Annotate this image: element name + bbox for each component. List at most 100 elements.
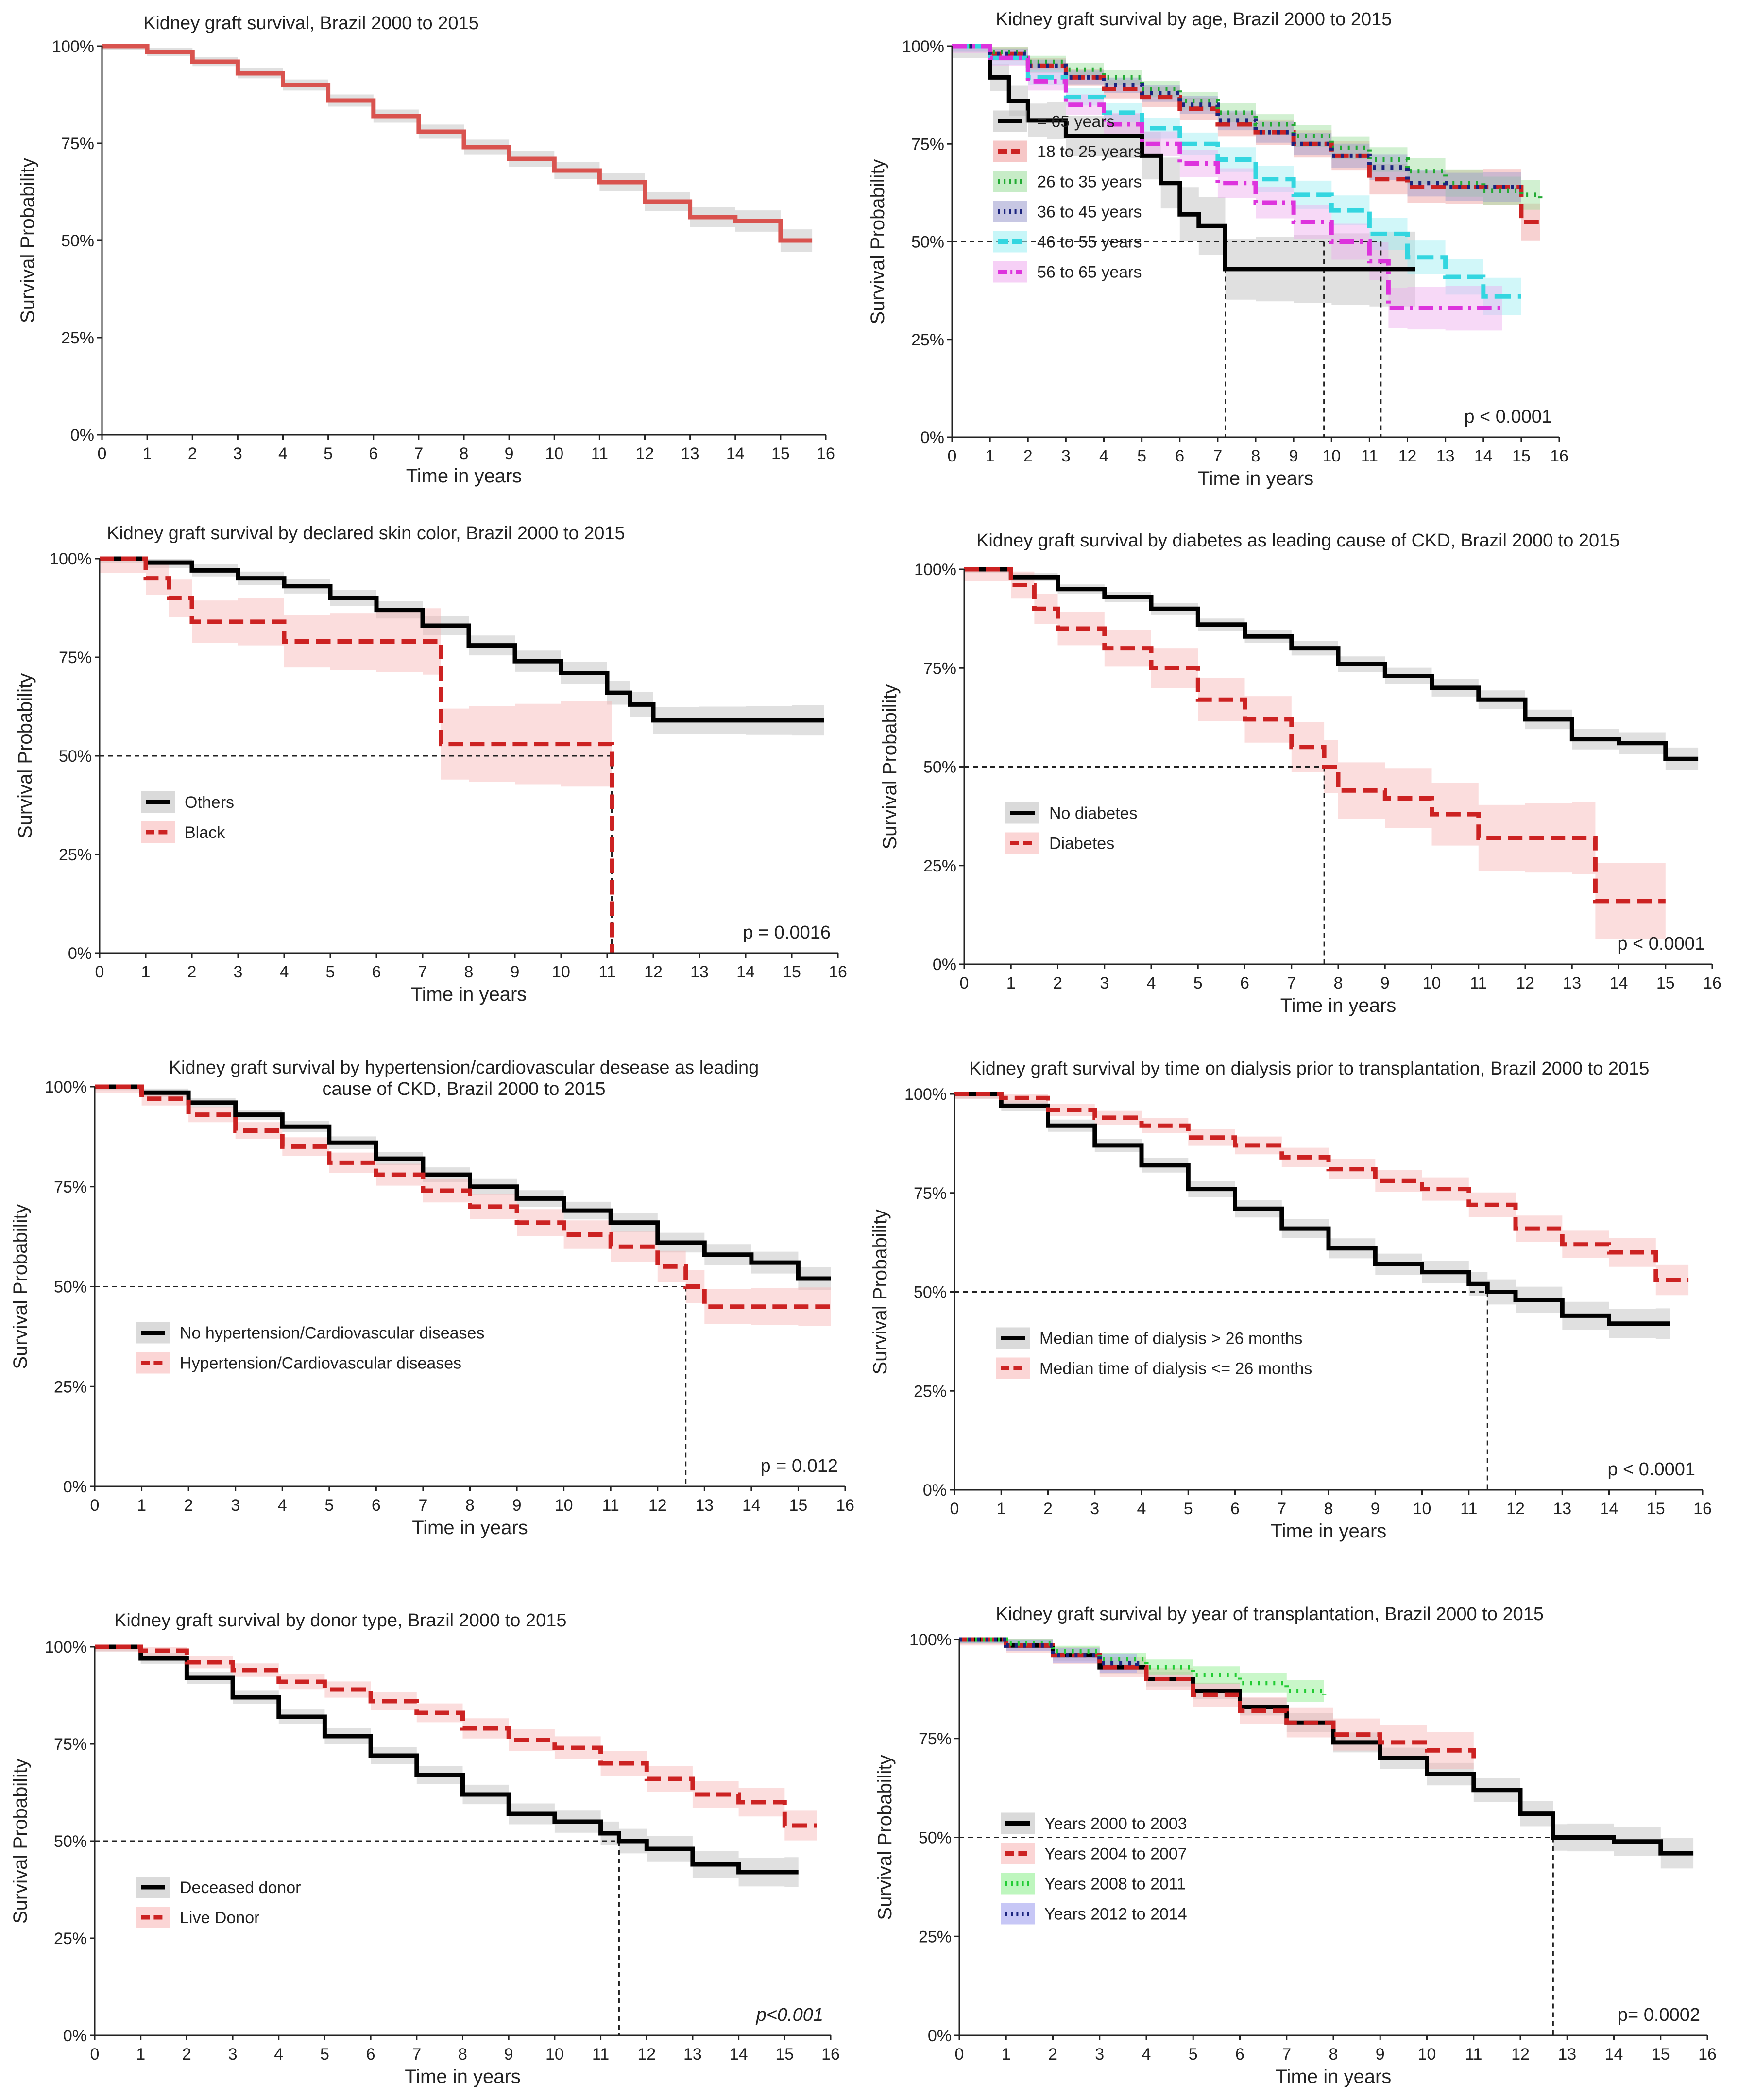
chart-panel-1: Kidney graft survival, Brazil 2000 to 20… bbox=[17, 13, 835, 487]
y-axis-label: Survival Probability bbox=[879, 684, 901, 849]
x-tick-label: 8 bbox=[460, 444, 469, 463]
y-axis-label: Survival Probability bbox=[10, 1759, 31, 1924]
confidence-band bbox=[959, 1639, 1324, 1707]
legend-label: 26 to 35 years bbox=[1037, 173, 1142, 191]
x-tick-label: 16 bbox=[821, 2045, 840, 2064]
x-tick-label: 3 bbox=[228, 2045, 238, 2064]
x-tick-label: 2 bbox=[184, 1496, 193, 1515]
y-tick-label: 75% bbox=[911, 135, 944, 154]
x-tick-label: 14 bbox=[726, 444, 745, 463]
p-value-label: p < 0.0001 bbox=[1464, 407, 1552, 427]
x-tick-label: 16 bbox=[1703, 974, 1721, 992]
x-tick-label: 3 bbox=[231, 1496, 240, 1515]
confidence-band bbox=[952, 46, 1415, 308]
y-tick-label: 100% bbox=[45, 1638, 87, 1656]
y-tick-label: 100% bbox=[50, 550, 92, 568]
x-tick-label: 12 bbox=[636, 444, 654, 463]
y-axis-label: Survival Probability bbox=[869, 1209, 891, 1374]
x-tick-label: 14 bbox=[1610, 974, 1628, 992]
survival-curve bbox=[952, 44, 1521, 299]
chart-title: Kidney graft survival by age, Brazil 200… bbox=[996, 9, 1392, 30]
x-tick-label: 10 bbox=[1413, 1500, 1431, 1518]
x-tick-label: 8 bbox=[1334, 974, 1343, 992]
x-tick-label: 0 bbox=[90, 2045, 100, 2064]
x-tick-label: 10 bbox=[555, 1496, 573, 1515]
x-tick-label: 11 bbox=[602, 1496, 619, 1515]
x-tick-label: 12 bbox=[637, 2045, 656, 2064]
x-tick-label: 13 bbox=[683, 2045, 702, 2064]
y-tick-label: 0% bbox=[70, 426, 94, 444]
x-tick-label: 15 bbox=[1656, 974, 1675, 992]
chart-title: Kidney graft survival by declared skin c… bbox=[107, 523, 625, 544]
p-value-label: p < 0.0001 bbox=[1617, 934, 1705, 954]
x-tick-label: 1 bbox=[1006, 974, 1016, 992]
chart-panel-2: Kidney graft survival by age, Brazil 200… bbox=[867, 9, 1568, 489]
survival-curve bbox=[95, 1084, 831, 1309]
y-tick-label: 25% bbox=[59, 846, 92, 864]
x-tick-label: 13 bbox=[1436, 447, 1455, 465]
y-tick-label: 0% bbox=[63, 1478, 87, 1496]
x-tick-label: 9 bbox=[511, 963, 520, 981]
x-tick-label: 15 bbox=[771, 444, 790, 463]
x-tick-label: 11 bbox=[1465, 2045, 1482, 2064]
x-tick-label: 14 bbox=[1605, 2045, 1623, 2064]
survival-curve bbox=[959, 1637, 1327, 1695]
y-tick-label: 100% bbox=[52, 37, 94, 56]
y-tick-label: 75% bbox=[61, 135, 94, 153]
y-tick-label: 75% bbox=[54, 1178, 87, 1196]
legend-label: Deceased donor bbox=[180, 1878, 301, 1897]
survival-curve bbox=[952, 44, 1415, 272]
chart-title: Kidney graft survival by time on dialysi… bbox=[969, 1059, 1649, 1079]
confidence-band bbox=[95, 1087, 831, 1327]
x-tick-label: 14 bbox=[1600, 1500, 1619, 1518]
confidence-band bbox=[952, 46, 1521, 203]
legend-label: 46 to 55 years bbox=[1037, 233, 1142, 252]
x-tick-label: 1 bbox=[141, 963, 151, 981]
x-tick-label: 10 bbox=[1322, 447, 1341, 465]
y-axis-label: Survival Probability bbox=[15, 673, 36, 838]
confidence-band bbox=[959, 1639, 1694, 1869]
confidence-band bbox=[95, 1087, 831, 1291]
x-tick-label: 5 bbox=[1189, 2045, 1198, 2064]
x-tick-label: 0 bbox=[948, 447, 957, 465]
x-tick-label: 16 bbox=[1550, 447, 1568, 465]
legend-label: No diabetes bbox=[1049, 804, 1137, 823]
x-tick-label: 10 bbox=[1418, 2045, 1436, 2064]
x-tick-label: 10 bbox=[1423, 974, 1441, 992]
y-tick-label: 25% bbox=[923, 857, 956, 875]
x-tick-label: 6 bbox=[1175, 447, 1184, 465]
x-tick-label: 1 bbox=[997, 1500, 1006, 1518]
x-axis-label: Time in years bbox=[405, 2066, 521, 2087]
chart-title: Kidney graft survival by diabetes as lea… bbox=[976, 530, 1619, 551]
y-tick-label: 100% bbox=[904, 1085, 947, 1104]
x-tick-label: 14 bbox=[730, 2045, 748, 2064]
survival-curve bbox=[952, 44, 1502, 310]
x-tick-label: 12 bbox=[1506, 1500, 1525, 1518]
survival-curve bbox=[95, 1084, 831, 1281]
x-axis-label: Time in years bbox=[1280, 995, 1397, 1016]
x-tick-label: 5 bbox=[324, 1496, 334, 1515]
survival-curve bbox=[964, 567, 1666, 904]
x-tick-label: 14 bbox=[742, 1496, 761, 1515]
x-tick-label: 6 bbox=[1235, 2045, 1244, 2064]
x-tick-label: 4 bbox=[1147, 974, 1156, 992]
x-tick-label: 1 bbox=[986, 447, 995, 465]
survival-curve bbox=[959, 1637, 1476, 1759]
y-tick-label: 75% bbox=[914, 1184, 947, 1203]
legend-label: Black bbox=[185, 823, 225, 842]
x-tick-label: 5 bbox=[1184, 1500, 1193, 1518]
y-tick-label: 50% bbox=[59, 747, 92, 766]
x-tick-label: 0 bbox=[95, 963, 104, 981]
x-tick-label: 1 bbox=[136, 2045, 145, 2064]
x-tick-label: 11 bbox=[591, 444, 608, 463]
y-axis-label: Survival Probability bbox=[17, 158, 38, 323]
x-tick-label: 10 bbox=[545, 2045, 564, 2064]
x-tick-label: 16 bbox=[1698, 2045, 1717, 2064]
x-tick-label: 15 bbox=[1512, 447, 1531, 465]
x-tick-label: 2 bbox=[1023, 447, 1033, 465]
confidence-band bbox=[102, 46, 813, 252]
y-tick-label: 50% bbox=[54, 1278, 87, 1297]
x-tick-label: 13 bbox=[1553, 1500, 1571, 1518]
p-value-label: p = 0.0016 bbox=[743, 922, 831, 943]
legend-label: 18 to 25 years bbox=[1037, 143, 1142, 161]
